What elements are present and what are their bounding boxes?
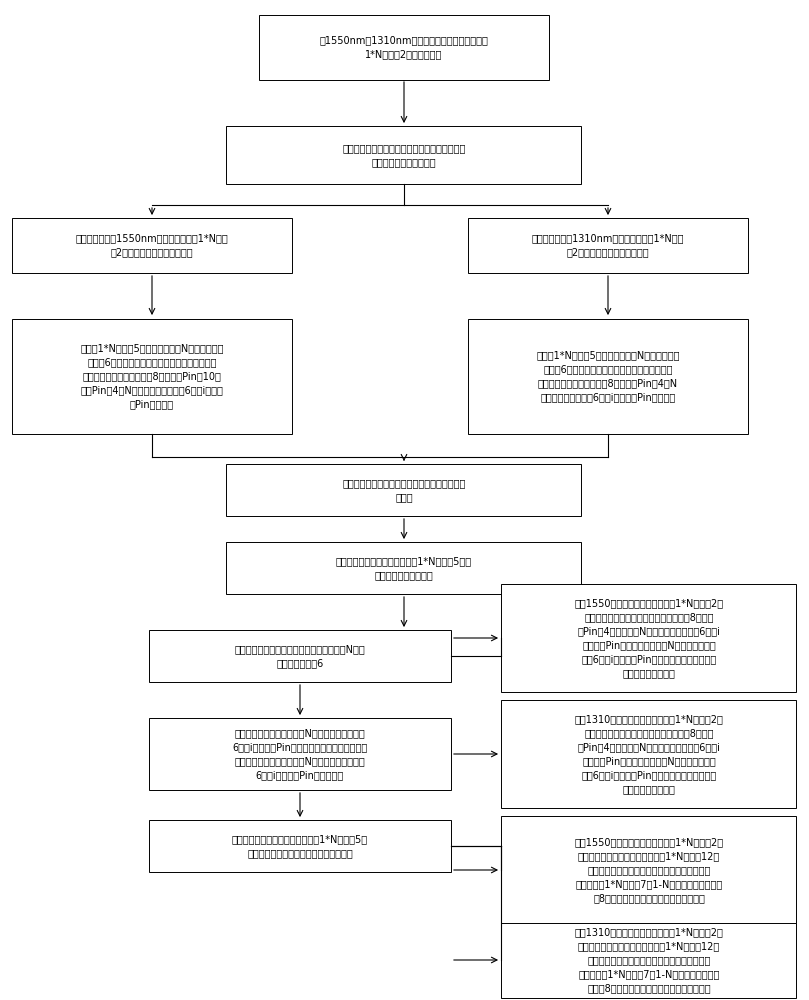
Text: 将标准回损测试跳线插入到进行回损校准的N通道
功率计测试模块6: 将标准回损测试跳线插入到进行回损校准的N通道 功率计测试模块6	[235, 644, 366, 668]
Text: 当判定需要校准1310nm波长时、将第一1*N光开
关2的输出端切换至第二输出端: 当判定需要校准1310nm波长时、将第一1*N光开 关2的输出端切换至第二输出端	[532, 233, 684, 257]
Bar	[12, 318, 292, 434]
Text: 将第二1*N光开关5的第一输出端与N通道功率计测
试模块6中需要校准的通道连接，选择相应的探测
波长，并通过可编程控制器8记录第一Pin管4、N
通道功率计测试: 将第二1*N光开关5的第一输出端与N通道功率计测 试模块6中需要校准的通道连接，…	[536, 350, 680, 402]
Bar	[502, 816, 797, 924]
Bar	[149, 630, 451, 682]
Text: 当判定需要校准1550nm波长时、将第一1*N光开
关2的输出端切换至第一输出端: 当判定需要校准1550nm波长时、将第一1*N光开 关2的输出端切换至第一输出端	[75, 233, 228, 257]
Bar	[468, 218, 748, 272]
Text: 进行1310波长的回损测试，将第一1*N光开关2的
输出端切换至第二输出端，将待测1*N光开关12的
输入端连接器从光源输出跳线中拔出并绕模，依
次切换第三1*: 进行1310波长的回损测试，将第一1*N光开关2的 输出端切换至第二输出端，将待…	[574, 927, 723, 993]
Bar	[227, 464, 582, 516]
Bar	[227, 126, 582, 184]
Bar	[149, 718, 451, 790]
Bar	[227, 542, 582, 594]
Text: 进行1550波长的回损测试，将第一1*N光开关2的
输出端切换至第一输出端，将待测1*N光开关12的
输入端连接器从光源输出跳线中拔出并绕模，依
次切换第三1*: 进行1550波长的回损测试，将第一1*N光开关2的 输出端切换至第一输出端，将待…	[574, 837, 723, 903]
Text: 进行1550波长的功率测试，将第一1*N光开关2的
输出端切换至第一输出端，可编程控制器8记录第
一Pin管4的光功率，N通道功率计测试模块6中第i
个通道的P: 进行1550波长的功率测试，将第一1*N光开关2的 输出端切换至第一输出端，可编…	[574, 598, 723, 678]
Bar	[259, 14, 549, 80]
Text: 将第二1*N光开关5的第一输出端与N通道功率计测
试模块6中需要校准的通道连接，选择相应的探测
波长，并通过可编程控制器8记录第二Pin管10、
第一Pin管4: 将第二1*N光开关5的第一输出端与N通道功率计测 试模块6中需要校准的通道连接，…	[80, 343, 224, 409]
Text: 进行1310波长的功率测试，将第一1*N光开关2的
输出端切换至第二输出端，可编程控制器8记录第
一Pin管4的光功率，N通道功率计测试模块6中第i
个通道的P: 进行1310波长的功率测试，将第一1*N光开关2的 输出端切换至第二输出端，可编…	[574, 714, 723, 794]
Text: 将1550nm和1310nm测试光源作为系统光源与第一
1*N光开关2的输入端连接: 将1550nm和1310nm测试光源作为系统光源与第一 1*N光开关2的输入端连…	[320, 35, 489, 59]
Text: 选择测试通道和测试波长，将第二1*N光开关5的
输出端切换到第一输出端，开始进行测试: 选择测试通道和测试波长，将第二1*N光开关5的 输出端切换到第一输出端，开始进行…	[232, 834, 368, 858]
Text: 如果需要进行回损校准，将第二1*N光开关5的输
出端切换至第二输出端: 如果需要进行回损校准，将第二1*N光开关5的输 出端切换至第二输出端	[336, 556, 472, 580]
Text: 判断是否进行回损校准，并选择需要校准的功率
计模块: 判断是否进行回损校准，并选择需要校准的功率 计模块	[342, 478, 466, 502]
Text: 将回损测试跳线绕模，记录N通道功率计测试模块
6中第i个通道的Pin管的光功率，并测试校准标准
回损测试跳线的回损，记录N通道功率计测试模块
6中第i个通道的P: 将回损测试跳线绕模，记录N通道功率计测试模块 6中第i个通道的Pin管的光功率，…	[232, 728, 367, 780]
Bar	[468, 318, 748, 434]
Bar	[149, 820, 451, 872]
Bar	[12, 218, 292, 272]
Bar	[502, 700, 797, 808]
Text: 判定是否进行功率校准，并选择需要校准的功率
计模块及需要校准的波长: 判定是否进行功率校准，并选择需要校准的功率 计模块及需要校准的波长	[342, 143, 466, 167]
Bar	[502, 922, 797, 998]
Bar	[502, 584, 797, 692]
